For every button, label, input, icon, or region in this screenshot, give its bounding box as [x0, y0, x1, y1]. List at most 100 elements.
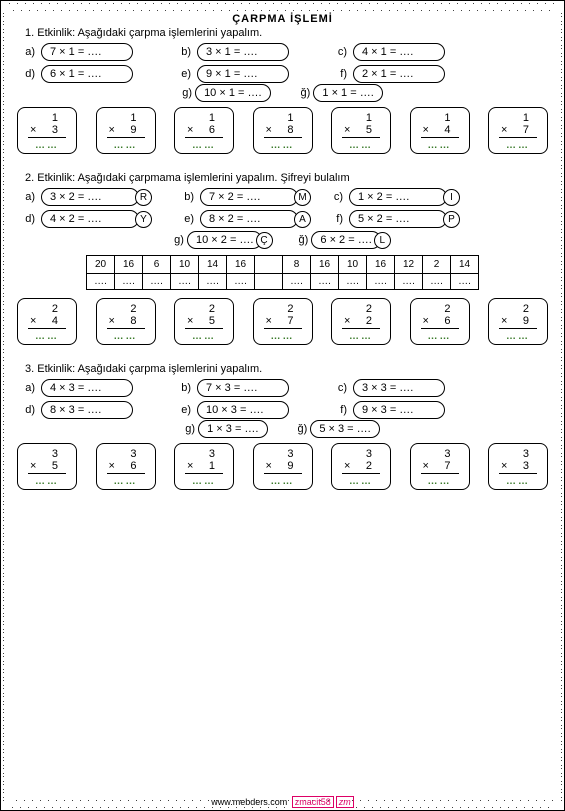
cipher-cell: 6 — [143, 256, 171, 274]
worksheet-page: ÇARPMA İŞLEMİ 1. Etkinlik: Aşağıdaki çar… — [0, 0, 565, 811]
label: d) — [17, 68, 35, 80]
vertical-problems-3: 3×5……3×6……3×1……3×9……3×2……3×7……3×3…… — [17, 443, 548, 490]
problem-box: 10 × 1 = …. — [195, 84, 270, 102]
problem-box: 8 × 2 = …. — [200, 210, 298, 228]
cipher-cell: 16 — [311, 256, 339, 274]
cipher-letter: Y — [135, 211, 152, 228]
vertical-problem: 1×8…… — [253, 107, 313, 154]
vertical-problem: 1×9…… — [96, 107, 156, 154]
label: f) — [325, 213, 343, 225]
label: f) — [329, 404, 347, 416]
cipher-answer-cell: …. — [311, 274, 339, 290]
cipher-cell: 2 — [423, 256, 451, 274]
vertical-problem: 3×2…… — [331, 443, 391, 490]
cipher-answer-cell: …. — [115, 274, 143, 290]
label: b) — [173, 382, 191, 394]
problem-box: 3 × 2 = …. — [41, 188, 139, 206]
vertical-problem: 1×4…… — [410, 107, 470, 154]
cipher-letter: A — [294, 211, 311, 228]
page-footer: www.mebders.com zmacit58zm — [1, 796, 564, 808]
cipher-cell: 8 — [283, 256, 311, 274]
footer-site: www.mebders.com — [211, 797, 287, 807]
label: c) — [329, 46, 347, 58]
label: d) — [17, 213, 35, 225]
cipher-answer-cell: …. — [339, 274, 367, 290]
cipher-cell: 16 — [367, 256, 395, 274]
problem-box: 7 × 3 = …. — [197, 379, 289, 397]
vertical-problem: 3×7…… — [410, 443, 470, 490]
vertical-problems-2: 2×4……2×8……2×5……2×7……2×2……2×6……2×9…… — [17, 298, 548, 345]
problem-box: 1 × 1 = …. — [313, 84, 382, 102]
label: ğ) — [299, 234, 309, 246]
cipher-cell: 10 — [171, 256, 199, 274]
problem-box: 3 × 3 = …. — [353, 379, 445, 397]
vertical-problem: 2×9…… — [488, 298, 548, 345]
problem-box: 3 × 1 = …. — [197, 43, 289, 61]
cipher-letter: R — [135, 189, 152, 206]
cipher-cell: 20 — [87, 256, 115, 274]
label: c) — [329, 382, 347, 394]
vertical-problem: 3×9…… — [253, 443, 313, 490]
vertical-problem: 3×3…… — [488, 443, 548, 490]
vertical-problem: 3×1…… — [174, 443, 234, 490]
problem-box: 7 × 1 = …. — [41, 43, 133, 61]
label: b) — [173, 46, 191, 58]
cipher-letter: L — [374, 232, 391, 249]
cipher-letter: Ç — [256, 232, 273, 249]
problem-box: 4 × 2 = …. — [41, 210, 139, 228]
label: a) — [17, 46, 35, 58]
cipher-cell — [255, 256, 283, 274]
cipher-answer-cell: …. — [367, 274, 395, 290]
cipher-answer-cell: …. — [171, 274, 199, 290]
label: a) — [17, 382, 35, 394]
activity1-heading: 1. Etkinlik: Aşağıdaki çarpma işlemlerin… — [25, 27, 548, 39]
label: g) — [174, 234, 184, 246]
vertical-problem: 1×7…… — [488, 107, 548, 154]
problem-box: 10 × 3 = …. — [197, 401, 289, 419]
problem-box: 2 × 1 = …. — [353, 65, 445, 83]
cipher-letter: I — [443, 189, 460, 206]
cipher-answer-cell: …. — [283, 274, 311, 290]
activity3-heading: 3. Etkinlik: Aşağıdaki çarpma işlemlerin… — [25, 363, 548, 375]
activity2-heading: 2. Etkinlik: Aşağıdaki çarpmama işlemler… — [25, 172, 548, 184]
problem-box: 4 × 3 = …. — [41, 379, 133, 397]
vertical-problem: 1×6…… — [174, 107, 234, 154]
problem-box: 9 × 1 = …. — [197, 65, 289, 83]
vertical-problem: 2×8…… — [96, 298, 156, 345]
vertical-problem: 1×3…… — [17, 107, 77, 154]
vertical-problems-1: 1×3…… 1×9…… 1×6…… 1×8…… 1×5…… 1×4…… 1×7…… — [17, 107, 548, 154]
cipher-table: 20166101416816101612214 ….….….….….….….….… — [86, 255, 479, 290]
problem-box: 6 × 1 = …. — [41, 65, 133, 83]
cipher-letter: M — [294, 189, 311, 206]
cipher-answer-cell: …. — [87, 274, 115, 290]
problem-box: 9 × 3 = …. — [353, 401, 445, 419]
cipher-cell: 14 — [451, 256, 479, 274]
label: a) — [17, 191, 35, 203]
label: d) — [17, 404, 35, 416]
label: f) — [329, 68, 347, 80]
problem-box: 5 × 2 = …. — [349, 210, 447, 228]
cipher-answer-cell: …. — [143, 274, 171, 290]
vertical-problem: 2×7…… — [253, 298, 313, 345]
label: g) — [185, 423, 195, 435]
cipher-cell: 12 — [395, 256, 423, 274]
label: ğ) — [301, 87, 311, 99]
cipher-cell: 10 — [339, 256, 367, 274]
problem-box: 7 × 2 = …. — [200, 188, 298, 206]
label: e) — [173, 404, 191, 416]
label: e) — [173, 68, 191, 80]
vertical-problem: 3×5…… — [17, 443, 77, 490]
problem-box: 1 × 3 = …. — [198, 420, 267, 438]
cipher-cell: 16 — [115, 256, 143, 274]
label: g) — [182, 87, 192, 99]
cipher-answer-cell: …. — [451, 274, 479, 290]
problem-box: 8 × 3 = …. — [41, 401, 133, 419]
cipher-answer-cell — [255, 274, 283, 290]
vertical-problem: 1×5…… — [331, 107, 391, 154]
footer-stamp: zm — [336, 796, 354, 808]
cipher-answer-cell: …. — [423, 274, 451, 290]
cipher-cell: 14 — [199, 256, 227, 274]
vertical-problem: 2×4…… — [17, 298, 77, 345]
footer-stamp: zmacit58 — [292, 796, 334, 808]
vertical-problem: 2×6…… — [410, 298, 470, 345]
